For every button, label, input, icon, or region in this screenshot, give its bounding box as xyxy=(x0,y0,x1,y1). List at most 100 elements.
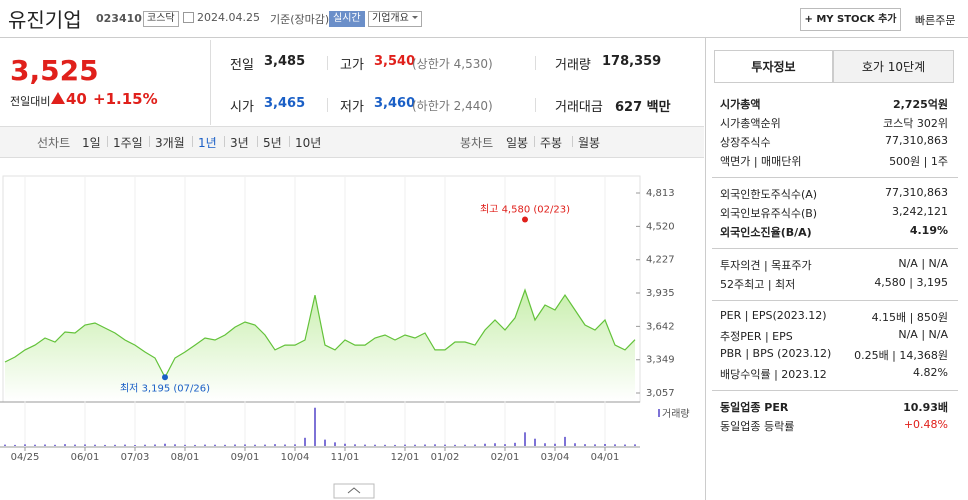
volume-bar xyxy=(224,444,226,446)
volume-bar xyxy=(294,444,296,446)
volume-bar xyxy=(574,443,576,446)
collapse-button[interactable] xyxy=(333,483,375,499)
x-tick-label: 04/25 xyxy=(11,452,40,463)
volume-bar xyxy=(514,442,516,446)
period-tab[interactable]: 3개월 xyxy=(155,136,185,150)
group-divider xyxy=(712,177,958,178)
volume-bar xyxy=(634,444,636,446)
volume-bar xyxy=(104,444,106,446)
volume-bar xyxy=(114,444,116,446)
volume-bar xyxy=(414,444,416,446)
info-value: N/A | N/A xyxy=(898,328,948,341)
x-tick-label: 07/03 xyxy=(121,452,150,463)
period-tab[interactable]: 1일 xyxy=(82,136,101,150)
field-note: (상한가 4,530) xyxy=(412,57,493,71)
volume-bar xyxy=(624,444,626,446)
volume-bar xyxy=(444,444,446,446)
info-label: 배당수익률 | 2023.12 xyxy=(720,368,827,381)
quick-order[interactable]: 빠른주문 xyxy=(915,14,956,27)
period-tab[interactable]: 10년 xyxy=(295,136,322,150)
tab-separator xyxy=(224,136,225,147)
info-label: 시가총액순위 xyxy=(720,117,781,130)
x-tick-label: 01/02 xyxy=(431,452,460,463)
period-tab[interactable]: 일봉 xyxy=(506,136,529,150)
info-row: 추정PER | EPS N/A | N/A xyxy=(720,326,948,345)
group-divider xyxy=(712,248,958,249)
x-tick-label: 08/01 xyxy=(171,452,200,463)
volume-legend: 거래량 xyxy=(662,408,690,420)
volume-bar xyxy=(404,444,406,446)
field-value: 3,460 xyxy=(374,96,416,111)
info-label: 외국인한도주식수(A) xyxy=(720,188,818,201)
field-label: 전일 xyxy=(230,58,254,73)
tab-group-label: 선차트 xyxy=(37,136,71,150)
realtime-badge[interactable]: 실시간 xyxy=(329,11,365,27)
y-tick-label: 3,349 xyxy=(646,355,675,366)
field-value: 3,465 xyxy=(264,96,306,111)
field-value: 3,485 xyxy=(264,54,306,69)
period-tab[interactable]: 월봉 xyxy=(578,136,601,150)
field-label: 저가 xyxy=(340,100,364,115)
volume-bar xyxy=(544,443,546,446)
info-value: 3,242,121 xyxy=(892,205,948,218)
market-badge: 코스닥 xyxy=(143,11,179,27)
volume-bar xyxy=(94,444,96,446)
field-value: 627 백만 xyxy=(615,100,671,115)
info-row: 외국인소진율(B/A) 4.19% xyxy=(720,222,948,241)
info-tab[interactable]: 호가 10단계 xyxy=(833,50,954,83)
overview-button[interactable]: 기업개요 xyxy=(368,11,422,27)
y-tick-label: 3,642 xyxy=(646,321,675,332)
info-value: 500원 | 1주 xyxy=(889,155,948,168)
volume-bar xyxy=(394,444,396,446)
tab-separator xyxy=(107,136,108,147)
volume-bar xyxy=(304,437,306,446)
volume-bar xyxy=(364,444,366,446)
volume-bar xyxy=(234,444,236,446)
info-value: 코스닥 302위 xyxy=(883,117,948,130)
volume-bar xyxy=(434,444,436,446)
stock-name: 유진기업 xyxy=(8,8,82,32)
y-tick-label: 4,813 xyxy=(646,188,675,199)
period-tab[interactable]: 1년 xyxy=(198,136,217,150)
period-tab[interactable]: 5년 xyxy=(263,136,282,150)
volume-bar xyxy=(34,444,36,446)
info-row: 투자의견 | 목표주가 N/A | N/A xyxy=(720,255,948,274)
info-label: 추정PER | EPS xyxy=(720,330,793,343)
info-row: PBR | BPS (2023.12) 0.25배 | 14,368원 xyxy=(720,345,948,364)
date: 2024.04.25 xyxy=(197,11,260,24)
info-label: 시가총액 xyxy=(720,98,761,111)
field-value: 178,359 xyxy=(602,54,662,69)
info-value: 4.19% xyxy=(909,224,948,237)
field-value: 3,540 xyxy=(374,54,416,69)
tab-bar xyxy=(0,126,704,158)
info-label: PBR | BPS (2023.12) xyxy=(720,347,832,360)
info-row: 배당수익률 | 2023.12 4.82% xyxy=(720,364,948,383)
change: 40 xyxy=(66,90,87,108)
y-tick-label: 4,520 xyxy=(646,221,675,232)
volume-bar xyxy=(264,444,266,446)
period-tab[interactable]: 3년 xyxy=(230,136,249,150)
volume-bar xyxy=(384,444,386,446)
price-line xyxy=(4,288,636,379)
divider xyxy=(705,38,706,500)
volume-bar xyxy=(84,444,86,446)
volume-bar xyxy=(174,444,176,446)
period-tab[interactable]: 주봉 xyxy=(540,136,563,150)
volume-bar xyxy=(284,444,286,446)
volume-bar xyxy=(194,444,196,446)
my-stock-button[interactable]: + MY STOCK 추가 xyxy=(800,8,901,31)
period-tab[interactable]: 1주일 xyxy=(113,136,143,150)
info-label: 투자의견 | 목표주가 xyxy=(720,259,812,272)
price-area xyxy=(5,290,635,401)
info-row: 시가총액 2,725억원 xyxy=(720,94,948,113)
volume-bar xyxy=(124,444,126,446)
volume-bar xyxy=(274,444,276,446)
info-tab[interactable]: 투자정보 xyxy=(714,50,833,83)
field-label: 시가 xyxy=(230,100,254,115)
group-divider xyxy=(712,300,958,301)
info-row: 동일업종 PER 10.93배 xyxy=(720,397,948,416)
volume-bar xyxy=(334,442,336,446)
annotation-label: 최저 3,195 (07/26) xyxy=(120,382,210,394)
tab-separator xyxy=(572,136,573,147)
x-tick-label: 10/04 xyxy=(281,452,310,463)
